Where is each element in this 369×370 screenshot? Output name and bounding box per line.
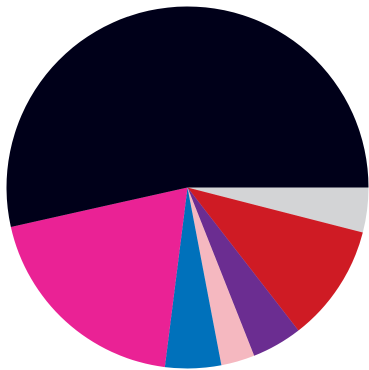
pie-slice-7 <box>6 6 369 227</box>
pie-slice-2 <box>187 187 363 331</box>
pie-slice-4 <box>187 187 255 366</box>
pie-slice-5 <box>164 187 222 369</box>
pie-slice-3 <box>187 187 299 356</box>
pie-slice-6 <box>10 187 188 368</box>
pie-slice-1 <box>187 187 369 233</box>
